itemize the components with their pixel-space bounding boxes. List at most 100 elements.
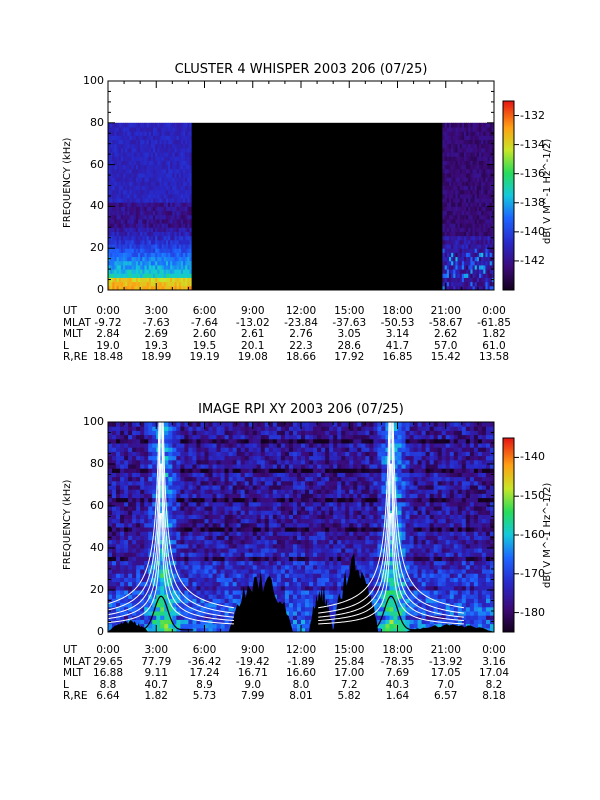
- heatmap-cell: [248, 518, 254, 524]
- heatmap-cell: [156, 594, 161, 599]
- heatmap-cell: [224, 615, 230, 620]
- heatmap-cell: [220, 451, 226, 457]
- heatmap-cell: [161, 281, 165, 287]
- heatmap-cell: [476, 244, 480, 249]
- heatmap-cell: [224, 569, 230, 574]
- heatmap-cell: [220, 564, 226, 570]
- heatmap-cell: [155, 260, 158, 266]
- heatmap-cell: [168, 426, 173, 431]
- heatmap-cell: [489, 223, 493, 228]
- heatmap-cell: [114, 244, 118, 249]
- heatmap-cell: [110, 126, 113, 132]
- heatmap-cell: [116, 214, 120, 220]
- heatmap-cell: [174, 193, 178, 199]
- heatmap-cell: [108, 126, 111, 132]
- heatmap-cell: [455, 260, 459, 266]
- heatmap-cell: [123, 181, 126, 186]
- heatmap-cell: [184, 556, 189, 562]
- heatmap-cell: [131, 135, 135, 141]
- heatmap-cell: [248, 543, 254, 549]
- heatmap-cell: [476, 164, 480, 170]
- heatmap-cell: [183, 277, 186, 283]
- heatmap-cell: [116, 264, 120, 270]
- heatmap-cell: [133, 172, 137, 178]
- heatmap-cell: [264, 434, 270, 440]
- heatmap-cell: [150, 260, 154, 266]
- heatmap-cell: [236, 581, 242, 587]
- heatmap-cell: [212, 434, 218, 440]
- heatmap-cell: [128, 594, 133, 599]
- heatmap-cell: [176, 277, 180, 283]
- heatmap-cell: [474, 269, 478, 274]
- heatmap-cell: [132, 581, 137, 587]
- heatmap-cell: [183, 252, 186, 258]
- heatmap-cell: [127, 131, 130, 136]
- heatmap-cell: [478, 131, 482, 136]
- heatmap-cell: [264, 535, 270, 541]
- heatmap-cell: [200, 522, 205, 528]
- heatmap-cell: [116, 447, 121, 452]
- heatmap-cell: [236, 527, 242, 532]
- heatmap-cell: [176, 223, 180, 228]
- heatmap-cell: [114, 273, 118, 278]
- heatmap-cell: [183, 126, 186, 132]
- heatmap-cell: [116, 231, 120, 237]
- heatmap-cell: [108, 438, 113, 444]
- heatmap-cell: [272, 539, 278, 545]
- heatmap-cell: [116, 434, 121, 440]
- heatmap-cell: [296, 564, 302, 570]
- heatmap-cell: [176, 244, 180, 249]
- heatmap-cell: [208, 480, 214, 486]
- heatmap-cell: [260, 564, 266, 570]
- heatmap-cell: [114, 198, 118, 203]
- heatmap-cell: [276, 434, 282, 440]
- heatmap-cell: [180, 447, 185, 452]
- heatmap-cell: [144, 615, 149, 620]
- heatmap-cell: [140, 131, 143, 136]
- heatmap-cell: [138, 156, 141, 161]
- heatmap-cell: [144, 493, 149, 499]
- heatmap-cell: [463, 189, 467, 195]
- heatmap-cell: [157, 185, 160, 191]
- heatmap-cell: [178, 214, 182, 220]
- heatmap-cell: [164, 476, 169, 482]
- heatmap-cell: [120, 535, 125, 541]
- heatmap-cell: [124, 464, 129, 469]
- heatmap-cell: [136, 552, 141, 557]
- heatmap-cell: [148, 147, 152, 153]
- heatmap-cell: [272, 581, 278, 587]
- heatmap-cell: [476, 177, 480, 182]
- heatmap-cell: [292, 535, 298, 541]
- heatmap-cell: [240, 564, 246, 570]
- heatmap-cell: [468, 218, 471, 224]
- heatmap-cell: [232, 514, 238, 520]
- heatmap-cell: [110, 198, 113, 203]
- heatmap-cell: [208, 510, 214, 515]
- heatmap-cell: [140, 522, 145, 528]
- heatmap-cell: [196, 455, 201, 461]
- heatmap-cell: [138, 139, 141, 145]
- heatmap-cell: [148, 598, 153, 604]
- heatmap-cell: [487, 260, 491, 266]
- heatmap-cell: [280, 577, 286, 583]
- heatmap-cell: [228, 594, 234, 599]
- heatmap-cell: [192, 552, 197, 557]
- heatmap-cell: [216, 560, 222, 566]
- heatmap-cell: [116, 493, 121, 499]
- heatmap-cell: [136, 564, 141, 570]
- heatmap-cell: [224, 506, 230, 511]
- heatmap-cell: [196, 451, 201, 457]
- heatmap-cell: [112, 231, 115, 237]
- heatmap-cell: [135, 231, 139, 237]
- heatmap-cell: [212, 552, 218, 557]
- heatmap-cell: [478, 214, 482, 220]
- heatmap-cell: [118, 202, 122, 207]
- heatmap-cell: [138, 260, 141, 266]
- heatmap-cell: [481, 244, 484, 249]
- heatmap-cell: [476, 235, 480, 241]
- heatmap-cell: [466, 206, 469, 212]
- heatmap-cell: [132, 501, 137, 507]
- heatmap-cell: [176, 447, 181, 452]
- heatmap-cell: [184, 447, 189, 452]
- heatmap-cell: [114, 185, 118, 191]
